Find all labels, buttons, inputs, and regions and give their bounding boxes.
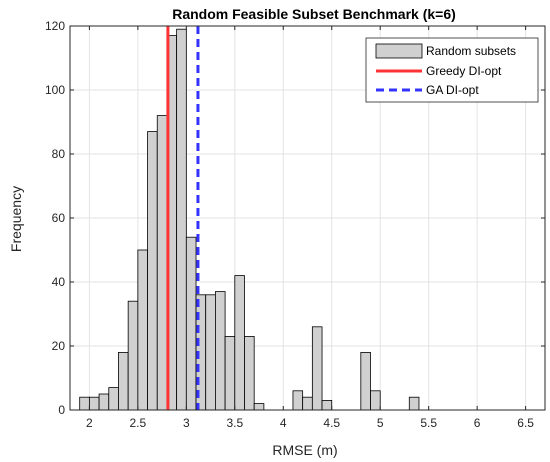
histogram-bar-17 [244, 335, 255, 411]
reference-lines [166, 26, 200, 410]
histogram-bar-6 [137, 249, 148, 411]
histogram-bar-8 [156, 115, 168, 411]
x-axis-label: RMSE (m) [272, 442, 337, 458]
histogram-bar-0 [79, 396, 90, 411]
y-tick-label: 20 [52, 339, 66, 353]
histogram-bar-15 [224, 335, 236, 411]
histogram-bar-16 [234, 275, 245, 411]
y-tick-label: 40 [52, 275, 66, 289]
x-tick-label: 6.5 [517, 416, 534, 430]
histogram-bar-10 [176, 28, 187, 411]
histogram-bar-4 [118, 351, 129, 411]
x-tick-label: 3 [183, 416, 190, 430]
histogram-bar-18 [253, 403, 265, 411]
x-tick-label: 5 [377, 416, 384, 430]
legend-swatch-random-subsets [375, 43, 423, 59]
x-tick-label: 2.5 [130, 416, 147, 430]
y-tick-label: 100 [45, 83, 65, 97]
axes: 2 2.5 3 3.5 4 4.5 5 5.5 6 6.5 0 20 40 60 80 100 120 [45, 19, 546, 430]
chart-title: Random Feasible Subset Benchmark (k=6) [172, 6, 456, 22]
x-tick-label: 4.5 [323, 416, 340, 430]
x-tick-label: 4 [280, 416, 287, 430]
x-tick-label: 3.5 [226, 416, 243, 430]
y-tick-label: 0 [58, 403, 65, 417]
histogram-bar-25 [408, 396, 420, 411]
histogram-bar-14 [215, 291, 226, 411]
x-tick-label: 6 [474, 416, 481, 430]
histogram-bar-19 [292, 390, 304, 411]
legend-label-greedy: Greedy DI-opt [426, 64, 502, 78]
histogram-bar-13 [205, 294, 216, 411]
histogram-bar-20 [302, 396, 313, 411]
histogram-bar-1 [88, 396, 100, 411]
histogram-bar-24 [370, 390, 381, 411]
histogram-bars [79, 28, 420, 411]
y-axis-label: Frequency [8, 186, 24, 252]
histogram-bar-21 [311, 326, 323, 411]
histogram-bar-5 [127, 300, 139, 411]
y-tick-label: 80 [52, 147, 66, 161]
y-tick-label: 120 [45, 19, 65, 33]
x-tick-label: 2 [86, 416, 93, 430]
x-tick-label: 5.5 [420, 416, 437, 430]
y-tick-label: 60 [52, 211, 66, 225]
legend: Random subsets Greedy DI-opt GA DI-opt [365, 37, 539, 103]
legend-label-ga: GA DI-opt [426, 83, 479, 97]
legend-label-random-subsets: Random subsets [426, 44, 516, 58]
histogram-bar-22 [321, 399, 333, 411]
histogram-bar-11 [185, 236, 197, 411]
histogram-bar-3 [108, 387, 119, 411]
histogram-bar-2 [98, 393, 110, 411]
histogram-bar-23 [360, 351, 371, 411]
histogram-bar-7 [147, 131, 158, 411]
